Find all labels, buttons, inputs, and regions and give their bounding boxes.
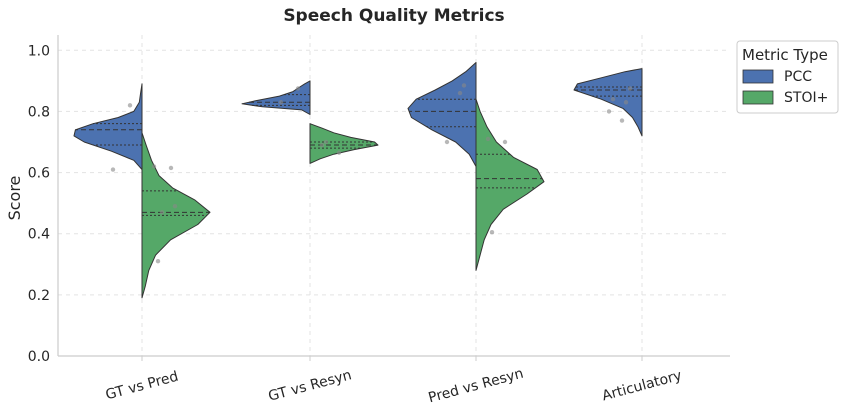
data-point	[151, 164, 157, 169]
data-point	[319, 142, 325, 148]
data-point	[323, 139, 329, 145]
legend: Metric Type PCC STOI+	[736, 40, 839, 114]
chart-title: Speech Quality Metrics	[283, 6, 504, 26]
violin-pcc-3	[573, 68, 643, 137]
x-tick-label: Pred vs Resyn	[427, 366, 526, 407]
legend-swatch-pcc	[742, 69, 774, 84]
data-point	[155, 259, 161, 264]
legend-swatch-stoi	[742, 90, 774, 105]
violins	[73, 62, 643, 299]
y-tick-label: 0.6	[28, 166, 50, 182]
data-point	[619, 118, 625, 123]
data-point	[444, 139, 450, 145]
data-point	[461, 83, 467, 88]
y-tick-label: 0.4	[28, 227, 50, 243]
data-point	[485, 136, 491, 142]
data-point	[489, 229, 495, 235]
data-point	[502, 139, 508, 145]
violin-pcc-2	[407, 62, 477, 167]
violin-pcc-0	[73, 83, 143, 171]
data-point	[278, 100, 284, 105]
x-tick-label: Articulatory	[600, 368, 683, 405]
data-point	[110, 167, 116, 172]
y-axis-label: Score	[5, 176, 24, 221]
x-tick-label: GT vs Resyn	[267, 367, 354, 405]
data-point	[623, 100, 629, 105]
x-tick-label: GT vs Pred	[104, 369, 180, 404]
data-point	[168, 165, 174, 171]
y-tick-label: 0.8	[28, 104, 50, 120]
data-point	[172, 204, 178, 209]
data-point	[159, 210, 165, 215]
data-point	[127, 103, 133, 108]
data-point	[610, 97, 616, 102]
data-point	[336, 150, 342, 155]
data-point	[627, 86, 633, 91]
legend-label-pcc: PCC	[784, 69, 812, 85]
legend-title: Metric Type	[742, 46, 828, 64]
violin-stoi-1	[309, 123, 379, 164]
legend-label-stoi: STOI+	[784, 90, 828, 106]
data-point	[457, 90, 463, 96]
y-tick-label: 0.0	[28, 349, 50, 365]
y-tick-label: 1.0	[28, 43, 50, 59]
data-point	[606, 109, 612, 114]
y-tick-label: 0.2	[28, 288, 50, 304]
violin-stoi-2	[475, 98, 545, 271]
violin-pcc-1	[241, 80, 311, 115]
data-point	[295, 86, 301, 91]
